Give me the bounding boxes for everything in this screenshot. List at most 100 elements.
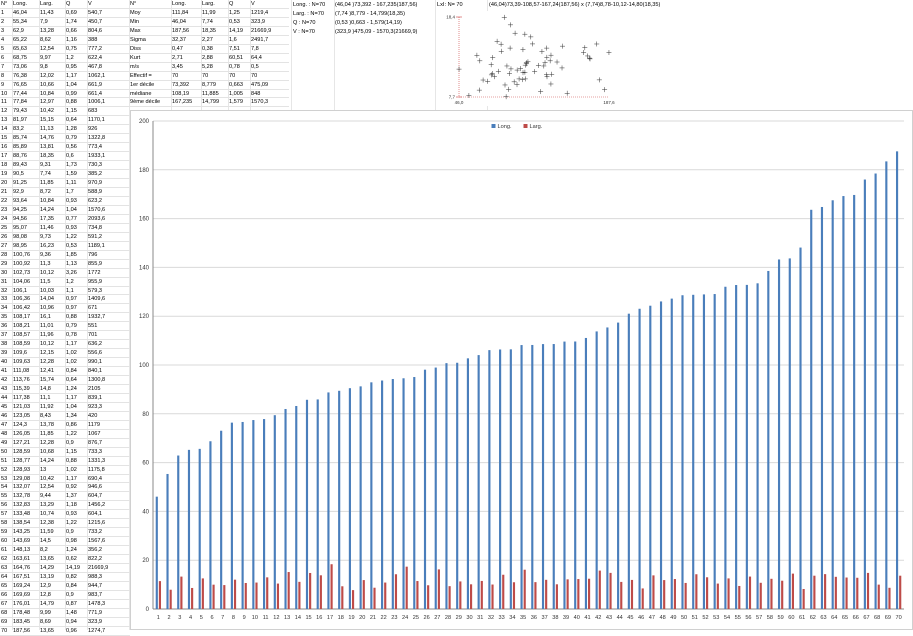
summary-v-label[interactable]: V : N=70 [293, 29, 315, 35]
table-cell[interactable]: 701 [88, 332, 98, 339]
table-cell[interactable]: 18 [1, 162, 8, 169]
table-cell[interactable]: 1300,8 [88, 377, 106, 384]
table-cell[interactable]: 1,2 [66, 54, 74, 61]
column-header[interactable]: Q [66, 1, 71, 7]
table-cell[interactable]: 126,05 [13, 430, 31, 437]
table-cell[interactable]: 8,43 [40, 412, 51, 419]
table-cell[interactable]: 1,22 [66, 430, 77, 437]
table-cell[interactable]: 13 [1, 117, 8, 124]
table-cell[interactable]: 388 [88, 36, 98, 43]
table-cell[interactable]: 0,84 [66, 582, 77, 589]
table-cell[interactable]: 1,59 [66, 171, 77, 178]
table-cell[interactable]: 167,235 [172, 99, 193, 106]
table-cell[interactable]: 93,64 [13, 197, 27, 204]
table-cell[interactable]: 108,21 [13, 323, 31, 330]
table-cell[interactable]: 13,81 [40, 144, 54, 151]
column-header[interactable]: V [88, 1, 92, 7]
table-cell[interactable]: 2093,6 [88, 215, 106, 222]
table-cell[interactable]: 11,1 [40, 394, 51, 401]
table-cell[interactable]: 1409,6 [88, 296, 106, 303]
table-cell[interactable]: 0,47 [172, 45, 183, 52]
table-cell[interactable]: 0,88 [66, 314, 77, 321]
table-cell[interactable]: 169,24 [13, 582, 31, 589]
table-cell[interactable]: 104,06 [13, 278, 31, 285]
table-cell[interactable]: 0,5 [251, 63, 259, 70]
table-cell[interactable]: 0,97 [66, 305, 77, 312]
table-cell[interactable]: 15,15 [40, 117, 54, 124]
table-cell[interactable]: 0,38 [202, 45, 213, 52]
table-cell[interactable]: 10,12 [40, 269, 54, 276]
table-cell[interactable]: 0,663 [229, 81, 243, 88]
table-cell[interactable]: 944,7 [88, 582, 102, 589]
table-cell[interactable]: 13,29 [40, 502, 54, 509]
table-cell[interactable]: 777,2 [88, 45, 102, 52]
table-cell[interactable]: 848 [251, 90, 261, 97]
table-cell[interactable]: 183,45 [13, 618, 31, 625]
table-cell[interactable]: 9,73 [40, 233, 51, 240]
table-cell[interactable]: 138,54 [13, 520, 31, 527]
table-cell[interactable]: 1179 [88, 421, 101, 428]
table-cell[interactable]: 12,54 [40, 45, 54, 52]
table-cell[interactable]: 804,6 [88, 27, 102, 34]
table-cell[interactable]: 1,85 [66, 251, 77, 258]
table-cell[interactable]: 123,05 [13, 412, 31, 419]
table-cell[interactable]: 420 [88, 412, 98, 419]
table-cell[interactable]: 0,78 [229, 63, 240, 70]
table-cell[interactable]: 55,34 [13, 18, 27, 25]
table-cell[interactable]: 133,48 [13, 511, 31, 518]
table-cell[interactable]: m/s [130, 63, 140, 70]
table-cell[interactable]: 4 [1, 36, 5, 43]
table-cell[interactable]: 0,9 [66, 529, 74, 536]
table-cell[interactable]: 129,08 [13, 475, 31, 482]
table-cell[interactable]: 588,9 [88, 189, 102, 196]
table-cell[interactable]: 1932,7 [88, 314, 106, 321]
table-cell[interactable]: 0,94 [66, 618, 77, 625]
table-cell[interactable]: 923,3 [88, 403, 102, 410]
table-cell[interactable]: 622,4 [88, 54, 102, 61]
table-cell[interactable]: 551 [88, 323, 98, 330]
table-cell[interactable]: 70 [251, 72, 258, 79]
table-cell[interactable]: 2105 [88, 385, 101, 392]
table-cell[interactable]: 83,2 [13, 126, 24, 133]
table-cell[interactable]: 733,2 [88, 529, 102, 536]
table-cell[interactable]: 47 [1, 421, 8, 428]
table-cell[interactable]: 2,27 [202, 36, 213, 43]
table-cell[interactable]: 70 [229, 72, 236, 79]
table-cell[interactable]: 1772 [88, 269, 101, 276]
table-cell[interactable]: 0,99 [66, 90, 77, 97]
table-cell[interactable]: 76,65 [13, 81, 27, 88]
table-cell[interactable]: 10 [1, 90, 8, 97]
table-cell[interactable]: 1170,1 [88, 117, 105, 124]
table-cell[interactable]: 176,01 [13, 600, 31, 607]
table-cell[interactable]: 61 [1, 547, 8, 554]
table-cell[interactable]: 65,63 [13, 45, 27, 52]
table-cell[interactable]: 132,83 [13, 502, 31, 509]
table-cell[interactable]: 24 [1, 215, 8, 222]
table-cell[interactable]: 876,7 [88, 439, 102, 446]
table-cell[interactable]: 76,38 [13, 72, 27, 79]
table-cell[interactable]: 1933,1 [88, 153, 106, 160]
table-cell[interactable]: 11,5 [40, 278, 51, 285]
table-cell[interactable]: 13 [40, 466, 47, 473]
table-cell[interactable]: 385,2 [88, 171, 102, 178]
table-cell[interactable]: 124,3 [13, 421, 27, 428]
table-cell[interactable]: 8,2 [40, 547, 48, 554]
table-cell[interactable]: 100,92 [13, 260, 31, 267]
table-cell[interactable]: 8,69 [40, 618, 51, 625]
table-cell[interactable]: 8,779 [202, 81, 216, 88]
table-cell[interactable]: 70 [172, 72, 179, 79]
table-cell[interactable]: 38 [1, 341, 8, 348]
table-cell[interactable]: 467,8 [88, 63, 102, 70]
table-cell[interactable]: 81,97 [13, 117, 27, 124]
summary-long-label[interactable]: Long. : N=70 [293, 2, 326, 8]
table-cell[interactable]: 28 [1, 251, 8, 258]
table-cell[interactable]: 12,02 [40, 72, 54, 79]
column-header[interactable]: Long. [13, 1, 27, 7]
table-cell[interactable]: 167,51 [13, 574, 31, 580]
table-cell[interactable]: 59 [1, 529, 8, 536]
table-cell[interactable]: 1189,1 [88, 242, 105, 249]
table-cell[interactable]: 17,35 [40, 215, 54, 222]
table-cell[interactable]: 63 [1, 565, 8, 572]
table-cell[interactable]: 115,39 [13, 385, 30, 392]
table-cell[interactable]: 111,08 [13, 368, 30, 375]
